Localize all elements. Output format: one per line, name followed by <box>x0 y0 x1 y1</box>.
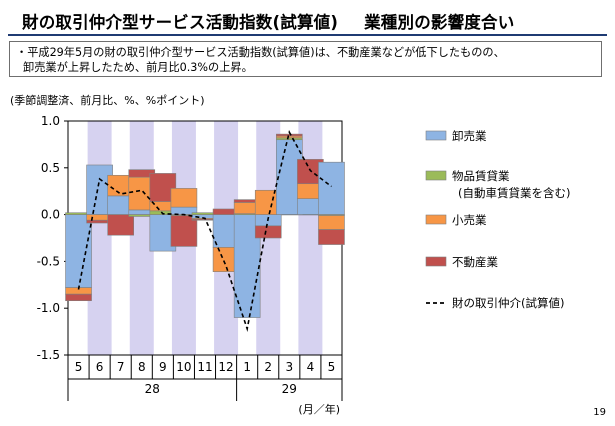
title-underline <box>8 34 607 36</box>
year-label: 28 <box>145 382 160 396</box>
title-main: 財の取引仲介型サービス活動指数(試算値) <box>22 13 339 32</box>
x-tick-label: 8 <box>138 360 146 374</box>
bar-realestate <box>65 293 92 302</box>
x-tick-label: 1 <box>243 360 251 374</box>
summary-box: ・平成29年5月の財の取引仲介型サービス活動指数(試算値)は、不動産業などが低下… <box>9 41 602 77</box>
x-tick-label: 4 <box>307 360 315 374</box>
page-number: 19 <box>593 407 606 418</box>
x-tick-label: 10 <box>176 360 191 374</box>
bar-realestate <box>276 133 303 137</box>
x-tick-label: 5 <box>328 360 336 374</box>
page-title: 財の取引仲介型サービス活動指数(試算値) 業種別の影響度合い <box>22 9 514 33</box>
bar-wholesale <box>318 161 345 215</box>
bar-realestate <box>318 229 345 245</box>
x-tick-label: 2 <box>264 360 272 374</box>
series-line-index <box>77 130 332 332</box>
legend-label-line: 財の取引仲介(試算値) <box>452 296 564 310</box>
x-tick-label: 6 <box>96 360 104 374</box>
bar-realestate <box>254 225 282 239</box>
bar-realestate <box>170 215 198 247</box>
summary-line-1: ・平成29年5月の財の取引仲介型サービス活動指数(試算値)は、不動産業などが低下… <box>16 46 505 59</box>
legend-swatch-realestate <box>425 256 447 267</box>
bar-realestate <box>107 214 134 236</box>
axis-unit-label: (月／年) <box>298 402 340 416</box>
legend-swatch-retail <box>425 214 447 225</box>
y-tick-label: -0.5 <box>37 254 60 268</box>
bar-wholesale <box>65 214 92 288</box>
y-tick-label: 0.5 <box>41 161 60 175</box>
y-tick-label: 1.0 <box>41 114 60 128</box>
x-tick-label: 5 <box>75 360 83 374</box>
legend-label-wholesale: 卸売業 <box>452 129 487 143</box>
x-tick-label: 9 <box>159 360 167 374</box>
summary-line-2: 卸売業が上昇したため、前月比0.3%の上昇。 <box>23 61 253 74</box>
legend-label-retail: 小売業 <box>452 213 487 227</box>
legend-label-rental: 物品賃貸業 <box>452 169 510 183</box>
x-tick-label: 11 <box>197 360 212 374</box>
legend-swatch-wholesale <box>425 130 447 141</box>
bar-retail <box>318 215 345 230</box>
y-tick-label: -1.0 <box>37 301 60 315</box>
legend-label-rental-note: (自動車賃貸業を含む) <box>458 186 570 200</box>
chart-unit-label: (季節調整済、前月比、%、%ポイント) <box>10 94 205 107</box>
x-tick-label: 3 <box>285 360 293 374</box>
legend-label-realestate: 不動産業 <box>452 255 498 269</box>
x-tick-label: 12 <box>218 360 233 374</box>
y-tick-label: -1.5 <box>37 348 60 362</box>
bar-retail <box>170 188 198 208</box>
title-subtitle: 業種別の影響度合い <box>364 13 515 32</box>
y-tick-label: 0.0 <box>41 208 60 222</box>
year-label: 29 <box>282 382 297 396</box>
legend-swatch-rental <box>425 170 447 181</box>
x-tick-label: 7 <box>117 360 125 374</box>
